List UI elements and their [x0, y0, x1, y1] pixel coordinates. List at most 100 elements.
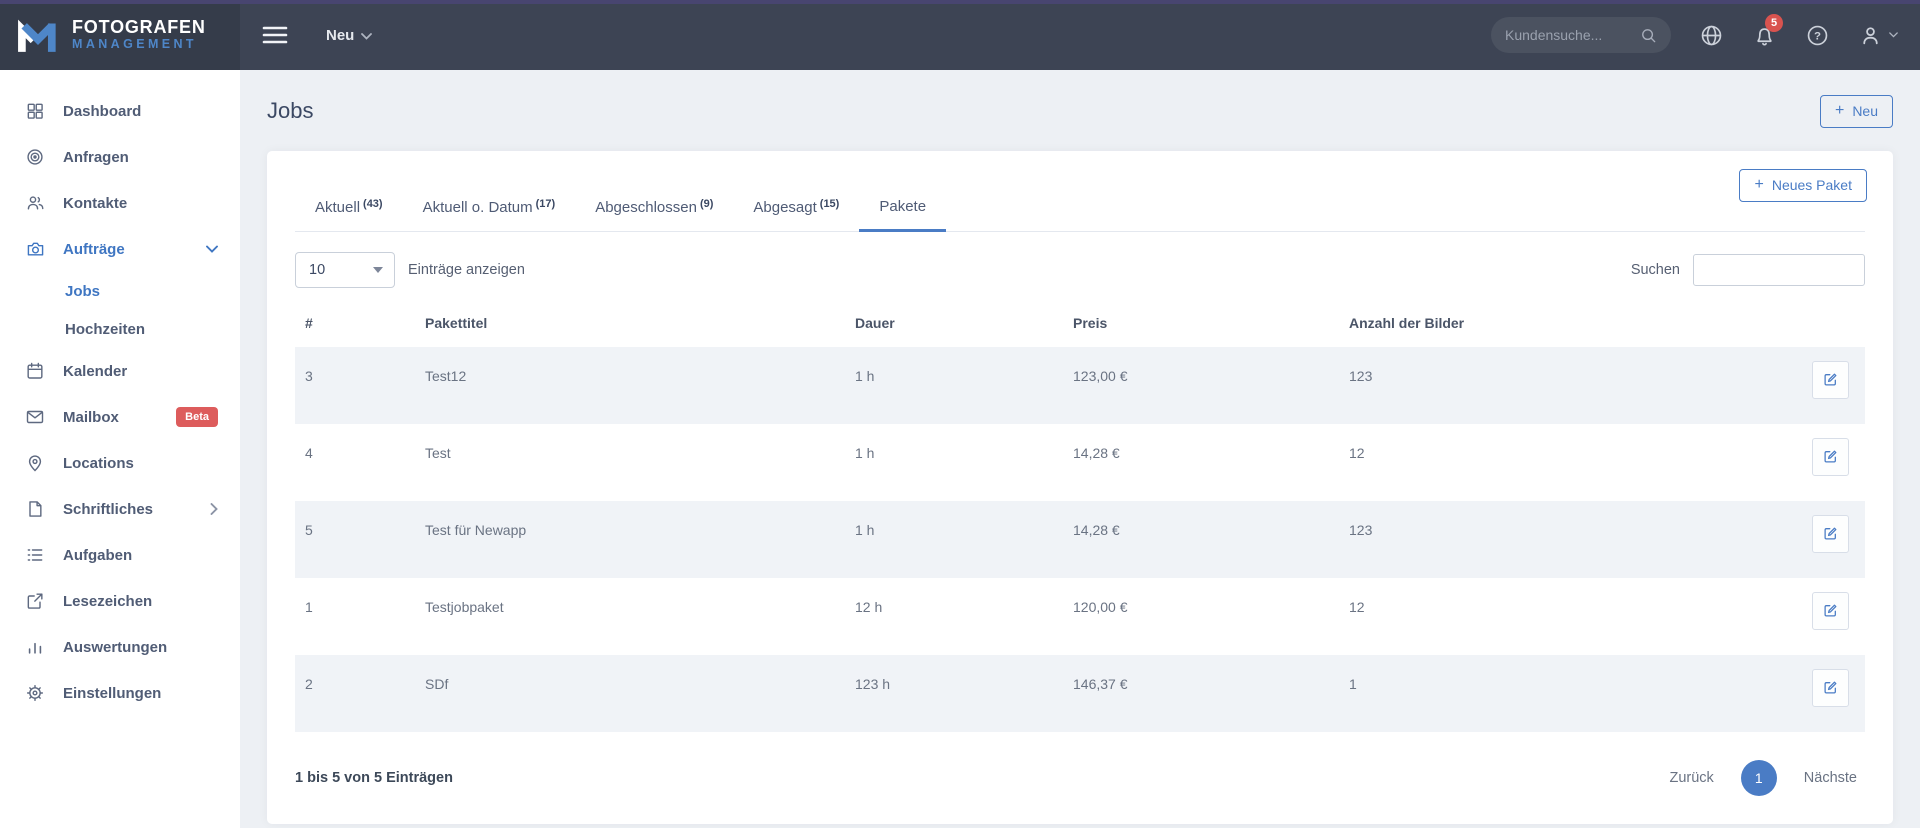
- new-package-button[interactable]: + Neues Paket: [1739, 168, 1867, 202]
- sidebar-item-aufgaben[interactable]: Aufgaben: [0, 532, 240, 578]
- cell-title: Test für Newapp: [425, 521, 527, 538]
- cell-images: 12: [1349, 444, 1365, 461]
- sidebar-item-label: Auswertungen: [63, 638, 168, 656]
- sidebar-subitem-label: Jobs: [65, 282, 101, 300]
- new-job-button[interactable]: + Neu: [1819, 95, 1893, 128]
- cell-title: Testjobpaket: [425, 598, 504, 615]
- cell-price: 146,37 €: [1073, 675, 1128, 692]
- sidebar-item-label: Lesezeichen: [63, 592, 153, 610]
- menu-icon[interactable]: [262, 25, 288, 45]
- cell-title: Test12: [425, 367, 467, 384]
- list-icon: [24, 545, 46, 565]
- tab-pakete[interactable]: Pakete: [859, 198, 946, 232]
- pagination-prev[interactable]: Zurück: [1669, 769, 1714, 786]
- sidebar-item-auswertungen[interactable]: Auswertungen: [0, 624, 240, 670]
- sidebar-item-label: Schriftliches: [63, 500, 154, 518]
- cell-price: 123,00 €: [1073, 367, 1128, 384]
- entries-per-page-label: Einträge anzeigen: [408, 261, 525, 278]
- table-row: 4 Test 1 h 14,28 € 12: [295, 424, 1865, 501]
- top-header: FOTOGRAFEN MANAGEMENT Neu: [0, 0, 1920, 70]
- sidebar-item-label: Locations: [63, 454, 134, 472]
- sidebar-item-label: Aufträge: [63, 240, 125, 258]
- edit-row-button[interactable]: [1812, 591, 1849, 630]
- cell-duration: 1 h: [855, 367, 875, 384]
- customer-search-input[interactable]: [1505, 27, 1640, 43]
- external-link-icon: [24, 591, 46, 611]
- plus-icon: +: [1754, 175, 1764, 193]
- sidebar-item-label: Mailbox: [63, 408, 119, 426]
- column-header-images: Anzahl der Bilder: [1349, 314, 1465, 331]
- edit-row-button[interactable]: [1812, 437, 1849, 476]
- bar-chart-icon: [24, 637, 46, 657]
- globe-icon[interactable]: [1685, 13, 1738, 57]
- tab-abgesagt[interactable]: Abgesagt (15): [753, 197, 840, 216]
- mail-icon: [24, 407, 46, 427]
- table-header-row: # Pakettitel Dauer Preis Anzahl der Bild…: [295, 311, 1865, 347]
- logo-text-bottom: MANAGEMENT: [72, 37, 197, 52]
- sidebar-item-label: Dashboard: [63, 102, 142, 120]
- camera-icon: [24, 239, 46, 259]
- user-menu-icon[interactable]: [1844, 13, 1897, 57]
- edit-row-button[interactable]: [1812, 514, 1849, 553]
- cell-price: 14,28 €: [1073, 521, 1120, 538]
- file-icon: [24, 499, 46, 519]
- pagination: Zurück 1 Nächste: [1669, 759, 1865, 796]
- map-pin-icon: [24, 453, 46, 473]
- cell-num: 1: [305, 598, 313, 615]
- table-row: 3 Test12 1 h 123,00 € 123: [295, 346, 1865, 424]
- svg-text:?: ?: [1814, 30, 1821, 42]
- cell-num: 4: [305, 444, 313, 461]
- sidebar: Dashboard Anfragen Kontakte Aufträge: [0, 70, 240, 828]
- sidebar-item-anfragen[interactable]: Anfragen: [0, 134, 240, 180]
- edit-row-button[interactable]: [1812, 668, 1849, 707]
- chevron-down-icon: [206, 245, 218, 253]
- cell-duration: 1 h: [855, 444, 875, 461]
- pagination-current-page[interactable]: 1: [1740, 759, 1777, 796]
- tab-aktuell[interactable]: Aktuell (43): [315, 197, 383, 216]
- cell-num: 2: [305, 675, 313, 692]
- cell-price: 14,28 €: [1073, 444, 1120, 461]
- packages-table: # Pakettitel Dauer Preis Anzahl der Bild…: [295, 311, 1865, 732]
- sidebar-subitem-jobs[interactable]: Jobs: [0, 272, 240, 310]
- notifications-bell-icon[interactable]: 5: [1738, 13, 1791, 57]
- cell-images: 123: [1349, 367, 1373, 384]
- sidebar-item-label: Kalender: [63, 362, 128, 380]
- sidebar-item-lesezeichen[interactable]: Lesezeichen: [0, 578, 240, 624]
- sidebar-item-dashboard[interactable]: Dashboard: [0, 88, 240, 134]
- tab-aktuell-o-datum[interactable]: Aktuell o. Datum (17): [422, 197, 556, 216]
- edit-row-button[interactable]: [1812, 360, 1849, 399]
- table-row: 5 Test für Newapp 1 h 14,28 € 123: [295, 500, 1865, 578]
- main-content: Jobs + Neu + Neues Paket Aktuell (43) Akt…: [240, 0, 1920, 824]
- app-logo[interactable]: FOTOGRAFEN MANAGEMENT: [0, 0, 240, 70]
- cell-title: SDf: [425, 675, 449, 692]
- entries-per-page-select[interactable]: 10: [295, 251, 395, 288]
- new-dropdown-label: Neu: [326, 26, 355, 44]
- sidebar-item-mailbox[interactable]: Mailbox Beta: [0, 394, 240, 440]
- sidebar-subitem-hochzeiten[interactable]: Hochzeiten: [0, 310, 240, 348]
- pagination-next[interactable]: Nächste: [1803, 769, 1857, 786]
- cell-title: Test: [425, 444, 451, 461]
- caret-down-icon: [373, 266, 383, 273]
- calendar-icon: [24, 361, 46, 381]
- entries-info: 1 bis 5 von 5 Einträgen: [295, 769, 453, 786]
- job-tabs: Aktuell (43) Aktuell o. Datum (17) Abgesch…: [295, 198, 1865, 232]
- new-dropdown[interactable]: Neu: [326, 26, 373, 44]
- help-icon[interactable]: ?: [1791, 13, 1844, 57]
- search-icon[interactable]: [1640, 27, 1657, 44]
- sidebar-item-kontakte[interactable]: Kontakte: [0, 180, 240, 226]
- chevron-down-icon: [361, 32, 373, 40]
- target-icon: [24, 147, 46, 167]
- sidebar-item-label: Kontakte: [63, 194, 128, 212]
- sidebar-item-schriftliches[interactable]: Schriftliches: [0, 486, 240, 532]
- sidebar-item-auftraege[interactable]: Aufträge: [0, 226, 240, 272]
- entries-per-page-value: 10: [309, 261, 326, 278]
- table-search-input[interactable]: [1693, 253, 1865, 286]
- sidebar-item-einstellungen[interactable]: Einstellungen: [0, 670, 240, 716]
- cell-num: 3: [305, 367, 313, 384]
- sidebar-item-locations[interactable]: Locations: [0, 440, 240, 486]
- gear-icon: [24, 683, 46, 703]
- sidebar-item-kalender[interactable]: Kalender: [0, 348, 240, 394]
- notification-count-badge: 5: [1765, 14, 1783, 32]
- logo-mark-icon: [15, 17, 61, 53]
- tab-abgeschlossen[interactable]: Abgeschlossen (9): [595, 197, 714, 216]
